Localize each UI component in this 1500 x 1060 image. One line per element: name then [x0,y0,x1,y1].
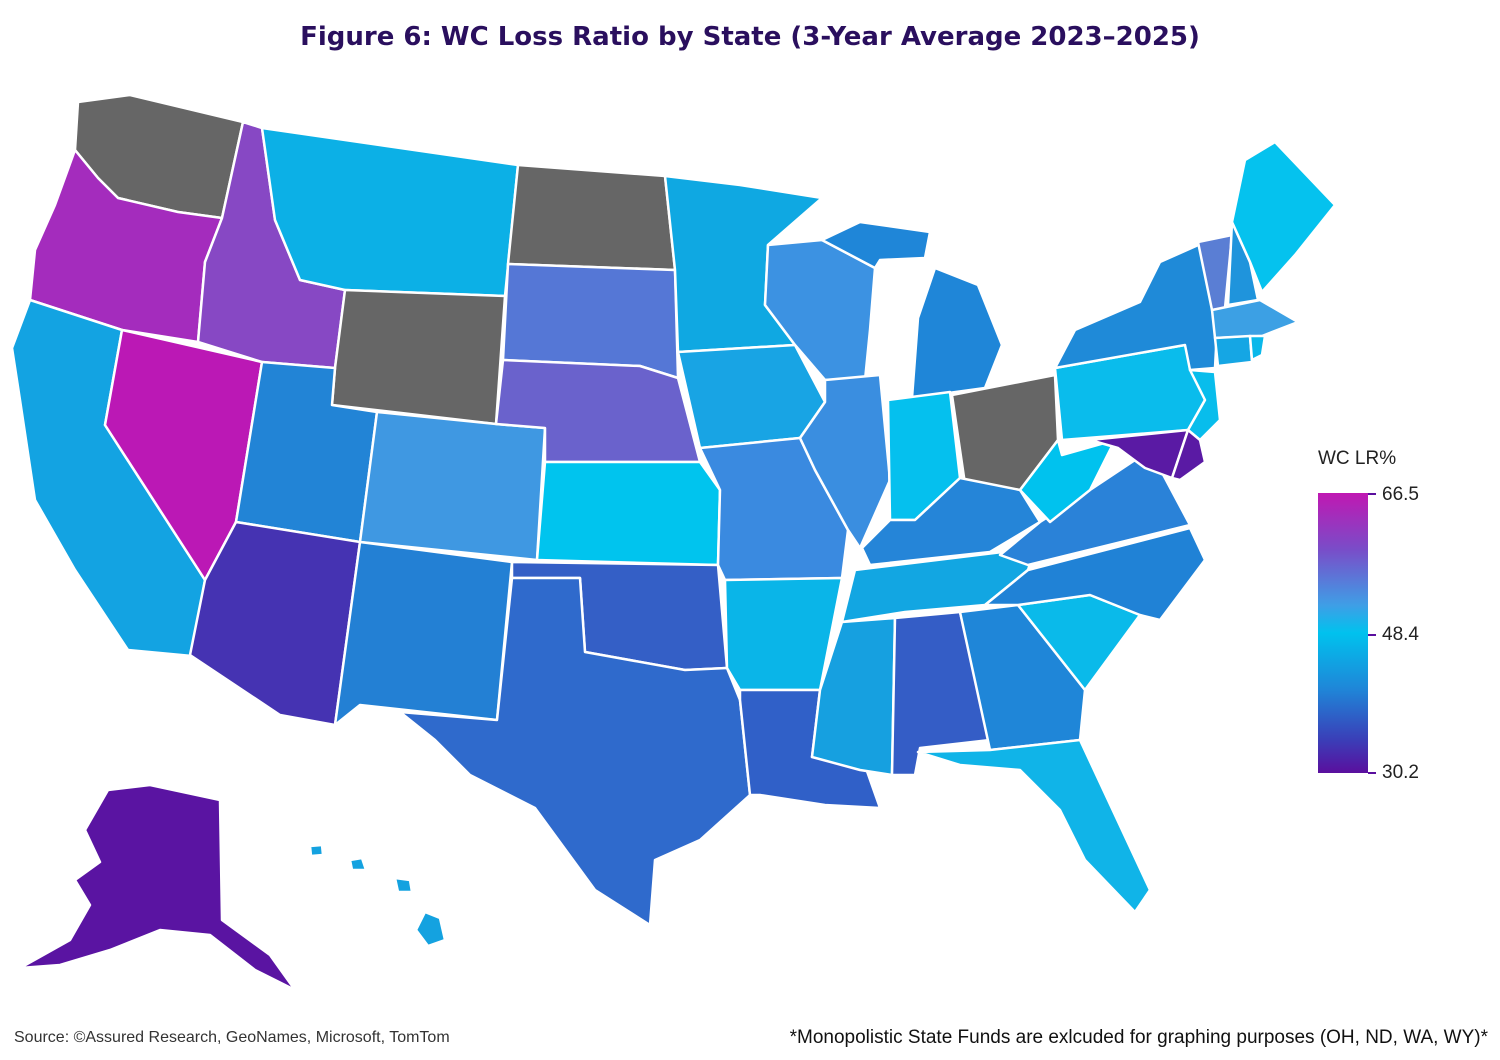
state-ak[interactable] [18,783,297,992]
state-hi[interactable] [414,910,447,948]
footnote: *Monopolistic State Funds are exlcuded f… [789,1027,1488,1048]
state-ks[interactable] [535,460,722,567]
state-nc[interactable] [983,526,1207,622]
state-co[interactable] [358,410,547,562]
state-il[interactable] [798,373,892,550]
state-me[interactable] [1230,140,1337,294]
state-ny[interactable] [1053,240,1220,372]
state-hi-oahu[interactable] [348,856,368,872]
legend-tick-mid [1368,634,1376,636]
legend-label-min: 30.2 [1382,762,1419,783]
state-fl[interactable] [916,738,1152,914]
state-ri[interactable] [1248,334,1267,362]
state-mi[interactable] [910,266,1004,400]
state-ct[interactable] [1213,334,1254,368]
legend-label-max: 66.5 [1382,484,1419,505]
legend-title: WC LR% [1318,448,1397,469]
state-md[interactable] [1088,428,1190,480]
legend-tick-max [1368,493,1376,495]
legend-gradient-bar [1318,493,1368,773]
source-note: Source: ©Assured Research, GeoNames, Mic… [14,1029,450,1046]
state-mt[interactable] [260,126,520,298]
state-hi-maui[interactable] [393,876,414,894]
state-de[interactable] [1170,428,1207,482]
legend-tick-min [1368,772,1376,774]
state-mi-up[interactable] [820,220,932,270]
state-wy[interactable] [330,288,507,426]
legend-label-mid: 48.4 [1382,624,1419,645]
state-tx[interactable] [398,576,752,927]
state-nm[interactable] [333,540,514,727]
state-ma[interactable] [1210,298,1300,340]
chart-title: Figure 6: WC Loss Ratio by State (3-Year… [300,22,1200,52]
color-legend: WC LR% 66.5 48.4 30.2 [1300,448,1480,788]
state-hi-kauai[interactable] [308,843,325,858]
state-nd[interactable] [506,163,677,272]
